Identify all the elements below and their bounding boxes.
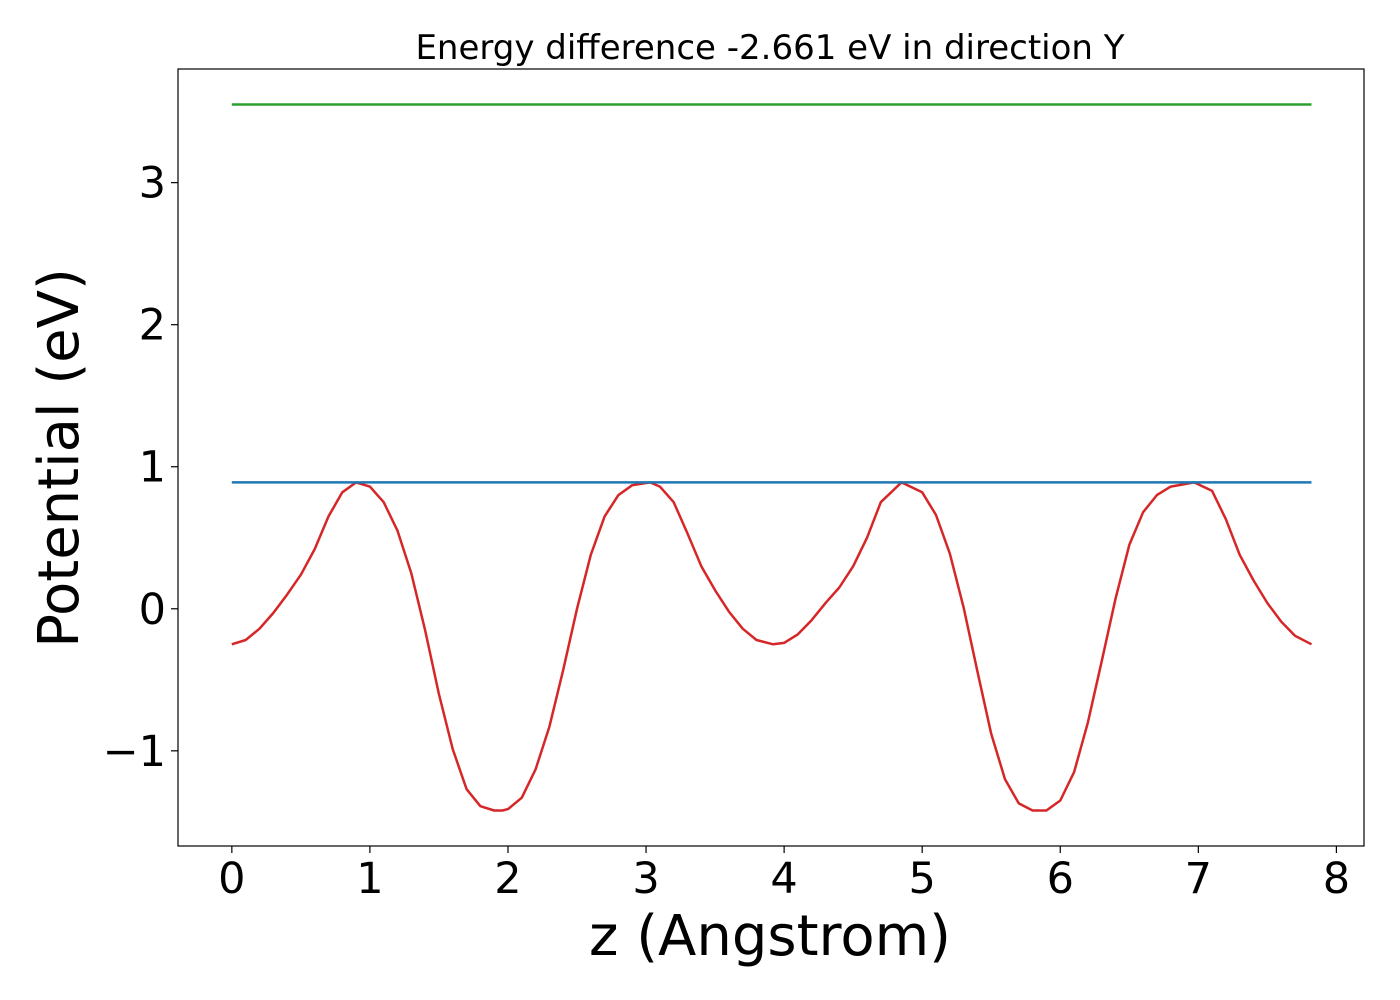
x-tick-label: 8 bbox=[1323, 854, 1350, 904]
axes-frame bbox=[177, 68, 1365, 847]
y-axis-ticks: −1 0 1 2 3 bbox=[103, 159, 178, 777]
x-tick-label: 0 bbox=[218, 854, 245, 904]
x-tick-label: 6 bbox=[1047, 854, 1074, 904]
x-tick-label: 1 bbox=[356, 854, 383, 904]
series-line-1 bbox=[231, 481, 1313, 812]
chart-title: Energy difference -2.661 eV in direction… bbox=[415, 28, 1124, 68]
x-tick-label: 3 bbox=[632, 854, 659, 904]
y-tick-label: 2 bbox=[139, 301, 166, 351]
y-axis-title: Potential (eV) bbox=[27, 268, 92, 648]
x-axis-ticks: 0 1 2 3 4 5 6 7 8 bbox=[218, 846, 1350, 904]
y-tick-label: 0 bbox=[139, 585, 166, 635]
x-tick-label: 4 bbox=[770, 854, 797, 904]
series-layer bbox=[231, 103, 1313, 812]
x-tick-label: 2 bbox=[494, 854, 521, 904]
y-tick-label: 3 bbox=[139, 159, 166, 209]
y-tick-label: −1 bbox=[103, 727, 166, 777]
x-tick-label: 7 bbox=[1185, 854, 1212, 904]
y-tick-label: 1 bbox=[139, 443, 166, 493]
x-axis-title: z (Angstrom) bbox=[589, 904, 951, 969]
x-tick-label: 5 bbox=[909, 854, 936, 904]
plot-area bbox=[177, 68, 1365, 847]
